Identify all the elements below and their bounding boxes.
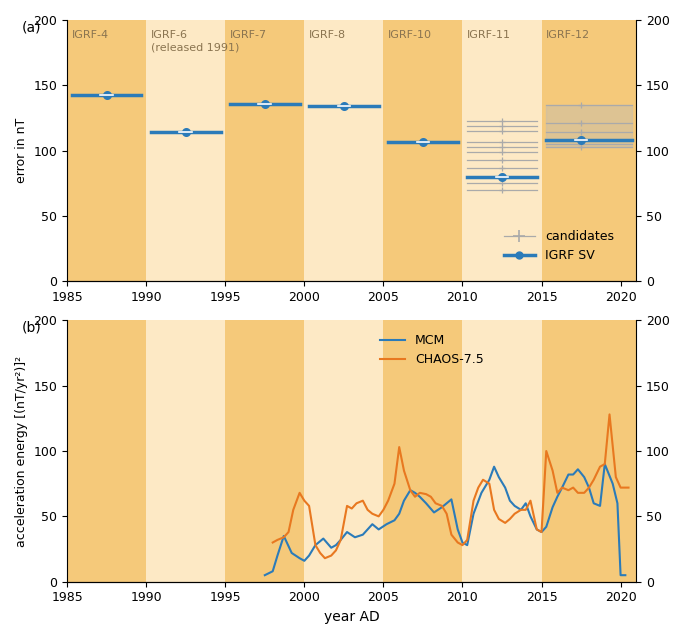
Legend: MCM, CHAOS-7.5: MCM, CHAOS-7.5 [375,329,489,371]
Bar [146,20,225,281]
MCM [382,520,390,528]
MCM [443,500,451,507]
Text: IGRF-8: IGRF-8 [309,31,346,40]
CHAOS-7.5 [596,463,604,470]
Bar [146,320,225,581]
CHAOS-7.5 [625,484,633,491]
MCM [369,520,377,528]
Line: MCM: MCM [265,464,625,575]
Bar [542,320,636,581]
Text: (b): (b) [22,320,41,334]
Text: IGRF-6
(released 1991): IGRF-6 (released 1991) [151,31,239,52]
Bar [225,20,304,281]
CHAOS-7.5 [606,411,614,419]
CHAOS-7.5 [510,510,519,518]
CHAOS-7.5 [269,539,277,546]
CHAOS-7.5 [526,497,534,505]
Y-axis label: error in nT: error in nT [15,118,28,183]
Bar [304,20,384,281]
Y-axis label: acceleration energy [(nT/yr²)]²: acceleration energy [(nT/yr²)]² [15,355,28,546]
Text: IGRF-7: IGRF-7 [230,31,267,40]
Bar [384,320,462,581]
MCM [261,571,269,579]
Text: (a): (a) [22,20,41,34]
Bar [304,320,384,581]
CHAOS-7.5 [321,555,329,562]
Legend: candidates, IGRF SV: candidates, IGRF SV [499,225,619,267]
MCM [621,571,630,579]
CHAOS-7.5 [590,476,598,484]
Text: IGRF-12: IGRF-12 [546,31,590,40]
MCM [453,526,462,534]
MCM [616,571,625,579]
Bar [67,320,146,581]
CHAOS-7.5 [553,489,562,497]
Bar [67,20,146,281]
Bar [225,320,304,581]
Text: IGRF-11: IGRF-11 [467,31,511,40]
MCM [601,460,609,468]
Bar [462,20,542,281]
CHAOS-7.5 [585,484,593,491]
Text: IGRF-10: IGRF-10 [388,31,432,40]
Text: IGRF-4: IGRF-4 [72,31,109,40]
Line: CHAOS-7.5: CHAOS-7.5 [273,415,629,558]
X-axis label: year AD: year AD [324,610,379,624]
Bar [462,320,542,581]
Bar [384,20,462,281]
MCM [521,500,530,507]
Bar [542,20,636,281]
